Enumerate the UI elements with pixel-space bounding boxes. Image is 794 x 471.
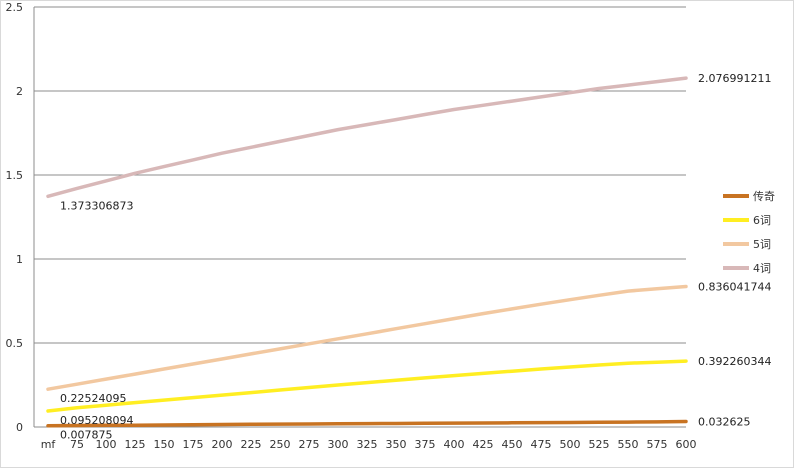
x-tick-label: 300 <box>328 438 349 451</box>
x-tick-label: 275 <box>299 438 320 451</box>
x-tick-label: 400 <box>444 438 465 451</box>
data-label-last: 2.076991211 <box>698 72 771 85</box>
data-label-last: 0.836041744 <box>698 281 771 294</box>
data-labels: 0.007875 0.032625 0.095208094 0.392260344 0.… <box>60 72 771 442</box>
data-label-last: 0.392260344 <box>698 355 771 368</box>
x-tick-label: 250 <box>270 438 291 451</box>
x-tick-label: 375 <box>415 438 436 451</box>
x-tick-label: 475 <box>531 438 552 451</box>
series-lines <box>46 76 688 428</box>
series-line-传奇 <box>46 419 688 428</box>
data-label-first: 1.373306873 <box>60 199 133 212</box>
x-tick-label: 200 <box>212 438 233 451</box>
x-tick-label: 75 <box>70 438 84 451</box>
data-label-first: 0.22524095 <box>60 392 126 405</box>
data-label-last: 0.032625 <box>698 416 751 429</box>
legend-label: 6词 <box>753 214 771 227</box>
x-tick-label: 425 <box>473 438 494 451</box>
series-line-5词 <box>46 284 688 391</box>
x-tick-label: 600 <box>676 438 697 451</box>
x-tick-label: 325 <box>357 438 378 451</box>
x-tick-label: 100 <box>96 438 117 451</box>
legend-label: 4词 <box>753 262 771 275</box>
y-tick-label: 0 <box>16 421 23 434</box>
y-tick-label: 1.5 <box>6 169 24 182</box>
x-tick-label: 175 <box>183 438 204 451</box>
x-tick-label: 575 <box>647 438 668 451</box>
x-axis: mf 75 100 125 150 175 200 225 250 275 300 325 350 375… <box>41 438 697 451</box>
x-tick-label: mf <box>41 438 57 451</box>
series-line-4词 <box>46 76 688 199</box>
x-tick-label: 500 <box>560 438 581 451</box>
x-tick-label: 525 <box>589 438 610 451</box>
legend: 传奇 6词 5词 4词 <box>723 190 775 275</box>
y-tick-label: 2.5 <box>6 1 24 14</box>
y-axis: 0 0.5 1 1.5 2 2.5 <box>6 1 35 434</box>
x-tick-label: 150 <box>154 438 175 451</box>
y-tick-label: 0.5 <box>6 337 24 350</box>
y-tick-label: 1 <box>16 253 23 266</box>
x-tick-label: 450 <box>502 438 523 451</box>
x-tick-label: 225 <box>241 438 262 451</box>
data-label-first: 0.007875 <box>60 429 113 442</box>
legend-label: 5词 <box>753 238 771 251</box>
x-tick-label: 350 <box>386 438 407 451</box>
data-label-first: 0.095208094 <box>60 414 133 427</box>
series-line-6词 <box>46 359 688 413</box>
legend-label: 传奇 <box>753 190 775 203</box>
x-tick-label: 550 <box>618 438 639 451</box>
gridlines <box>34 6 686 428</box>
y-tick-label: 2 <box>16 85 23 98</box>
x-tick-label: 125 <box>125 438 146 451</box>
